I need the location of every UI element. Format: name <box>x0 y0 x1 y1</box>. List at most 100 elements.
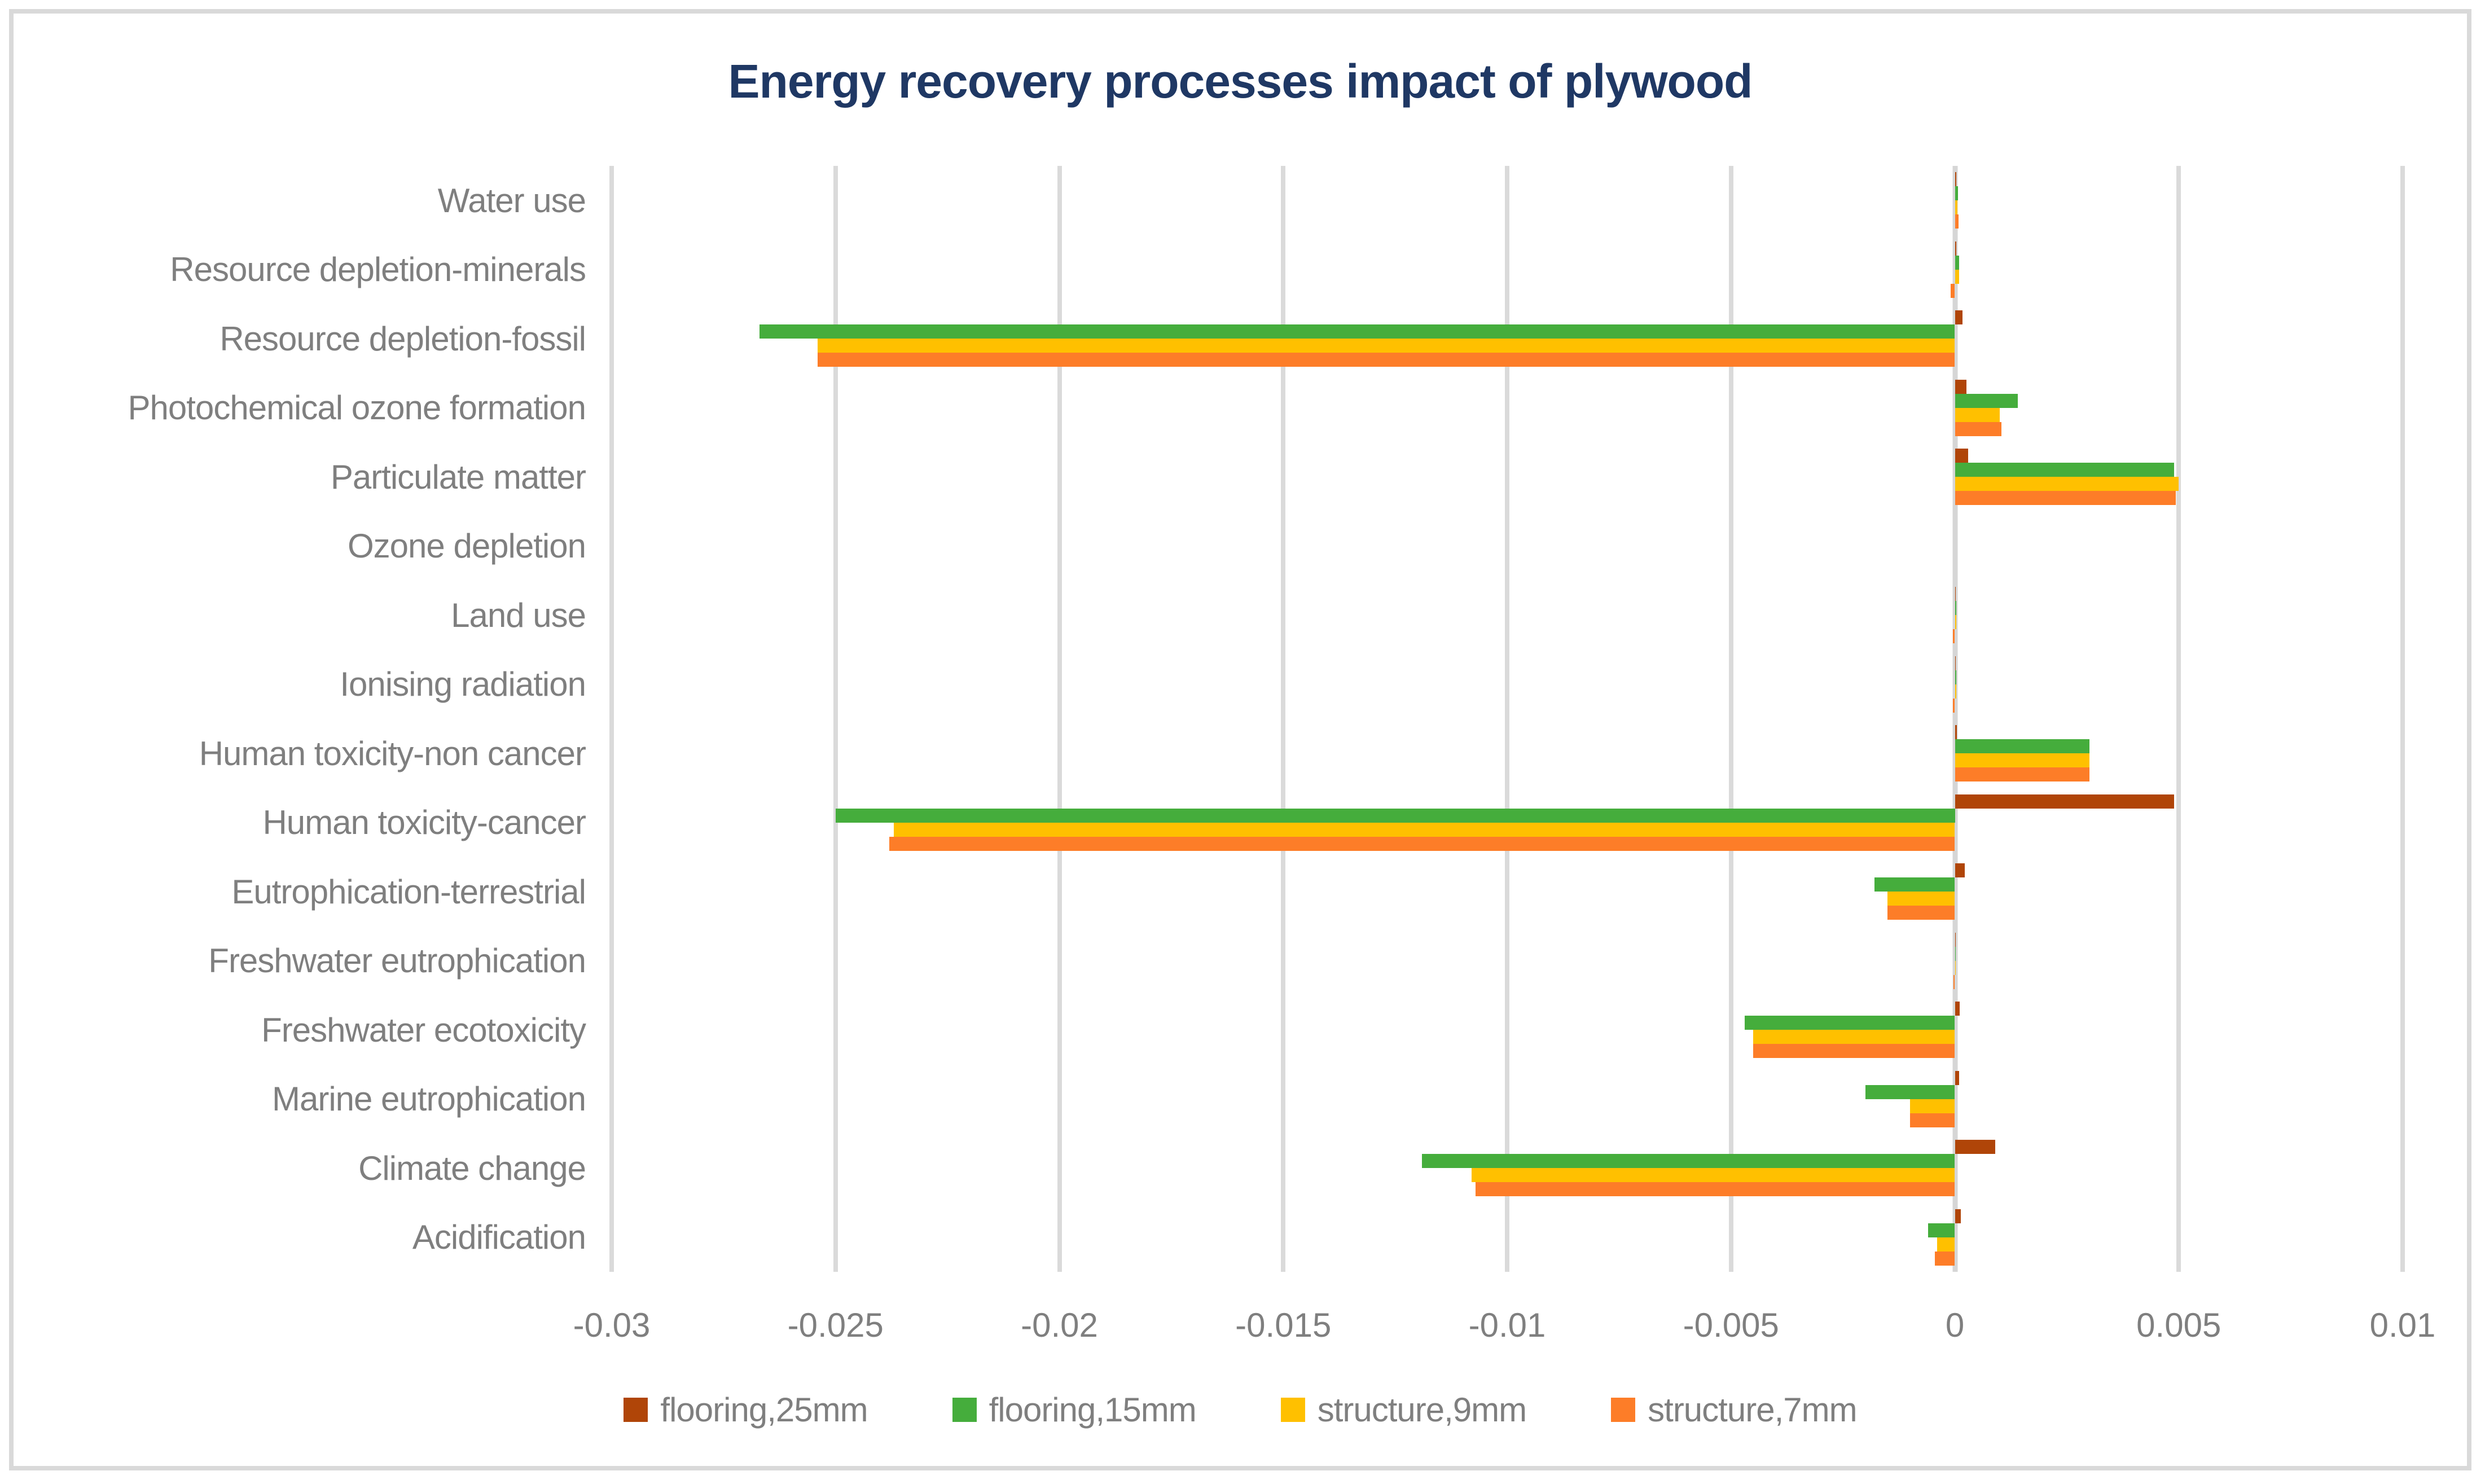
legend-label: flooring,15mm <box>989 1391 1197 1429</box>
category-label: Water use <box>437 181 586 219</box>
bar <box>1955 753 2089 768</box>
bar-group <box>612 304 2403 374</box>
bar <box>1955 477 2179 491</box>
bar <box>1955 422 2002 436</box>
bar-group <box>612 512 2403 581</box>
category-label: Land use <box>451 596 586 634</box>
x-tick-label: -0.005 <box>1683 1306 1779 1344</box>
gridline <box>833 166 838 1272</box>
bar <box>1928 1223 1955 1237</box>
bar <box>889 836 1955 851</box>
bar <box>1952 698 1955 713</box>
bar <box>1952 629 1955 644</box>
x-tick-label: 0 <box>1945 1306 1965 1344</box>
zero-gridline <box>1952 166 1957 1272</box>
category-label: Climate change <box>358 1149 586 1187</box>
x-tick-label: 0.01 <box>2369 1306 2436 1344</box>
legend-label: structure,7mm <box>1648 1391 1857 1429</box>
bar-group <box>612 442 2403 512</box>
gridline <box>2400 166 2405 1272</box>
bar <box>1955 407 2000 422</box>
bar <box>1865 1085 1955 1099</box>
bar <box>835 808 1955 823</box>
bar <box>1955 1209 1961 1223</box>
bar <box>1955 932 1956 947</box>
gridline <box>1728 166 1733 1272</box>
bar <box>1955 491 2176 506</box>
legend-swatch-icon <box>1280 1398 1305 1422</box>
bar <box>1744 1016 1955 1030</box>
legend-item: structure,7mm <box>1611 1390 1858 1429</box>
bar-group <box>612 374 2403 443</box>
bar <box>1753 1030 1955 1044</box>
bar <box>818 339 1955 353</box>
bar <box>1955 684 1956 699</box>
category-label: Eutrophication-terrestrial <box>231 872 586 911</box>
bar <box>1955 767 2089 782</box>
bar <box>1950 283 1955 298</box>
bar <box>1934 1251 1955 1266</box>
bar <box>1887 892 1955 906</box>
bar <box>1955 739 2089 754</box>
bar-group <box>612 235 2403 305</box>
bar <box>1422 1154 1955 1169</box>
legend-swatch-icon <box>952 1398 977 1422</box>
bar <box>818 353 1955 367</box>
bar <box>1955 601 1956 616</box>
bar <box>1955 1140 1995 1154</box>
category-label: Acidification <box>412 1218 586 1257</box>
bar <box>1955 1002 1960 1016</box>
legend-item: flooring,25mm <box>624 1390 868 1429</box>
chart-title: Energy recovery processes impact of plyw… <box>728 55 1753 108</box>
x-tick-label: -0.015 <box>1235 1306 1332 1344</box>
bar <box>1874 877 1955 892</box>
category-label: Ionising radiation <box>340 665 586 704</box>
category-axis: Water use Resource depletion-minerals Reso… <box>27 166 595 1272</box>
gridline <box>1281 166 1286 1272</box>
chart-figure: Energy recovery processes impact of plyw… <box>9 9 2471 1470</box>
legend-swatch-icon <box>624 1398 648 1422</box>
bar <box>1955 615 1956 630</box>
bar <box>1955 241 1956 256</box>
bar <box>1955 393 2018 408</box>
bar-group <box>612 788 2403 858</box>
bar <box>893 822 1955 837</box>
category-label: Resource depletion-minerals <box>170 251 586 289</box>
bar <box>1955 656 1956 670</box>
bar <box>1955 214 1959 229</box>
bar <box>1955 1070 1960 1085</box>
bar <box>1955 863 1965 878</box>
plot-area <box>609 166 2405 1272</box>
bar <box>1910 1099 1955 1113</box>
category-label: Marine eutrophication <box>271 1080 586 1118</box>
category-label: Freshwater ecotoxicity <box>261 1011 586 1049</box>
x-tick-label: -0.01 <box>1468 1306 1546 1344</box>
bar <box>1887 906 1955 920</box>
bar <box>1476 1182 1955 1197</box>
bar <box>1955 449 1969 463</box>
category-label: Ozone depletion <box>348 527 586 565</box>
legend: flooring,25mm flooring,15mm structure,9mm s… <box>14 1390 2467 1429</box>
bar <box>1955 310 1962 325</box>
bar <box>1955 794 2175 809</box>
bar <box>1955 172 1956 187</box>
bar <box>1910 1113 1955 1127</box>
bar <box>1955 725 1957 740</box>
bar <box>1955 946 1956 961</box>
category-label: Particulate matter <box>330 458 586 496</box>
bar-group <box>612 650 2403 719</box>
legend-item: flooring,15mm <box>952 1390 1197 1429</box>
category-label: Human toxicity-non cancer <box>199 734 586 772</box>
bar-group <box>612 857 2403 927</box>
legend-label: flooring,25mm <box>660 1391 868 1429</box>
bar-group <box>612 1203 2403 1272</box>
gridline <box>1057 166 1062 1272</box>
gridline <box>609 166 614 1272</box>
category-label: Human toxicity-cancer <box>262 804 586 842</box>
bar-group <box>612 581 2403 650</box>
category-label: Resource depletion-fossil <box>219 319 586 358</box>
legend-item: structure,9mm <box>1280 1390 1527 1429</box>
bar <box>1753 1044 1955 1059</box>
x-tick-label: -0.025 <box>787 1306 884 1344</box>
category-label: Photochemical ozone formation <box>128 389 586 427</box>
